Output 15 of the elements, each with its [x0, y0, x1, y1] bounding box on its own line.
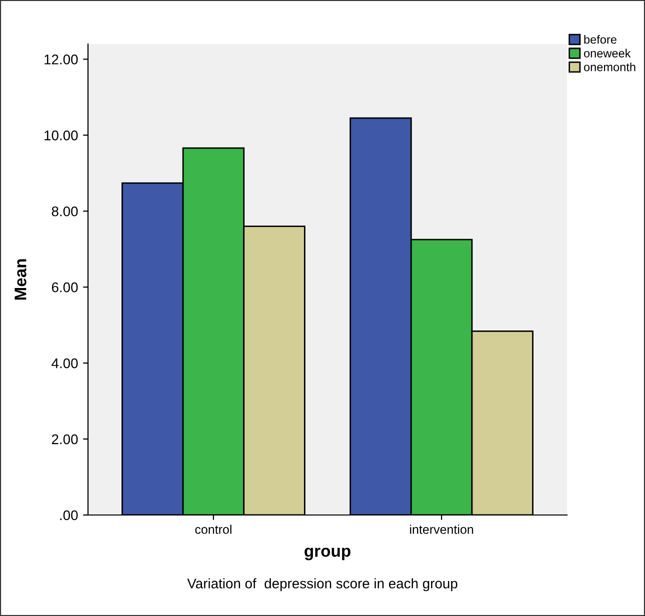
y-axis-title: Mean — [14, 259, 26, 300]
y-tick-label: 4.00 — [52, 358, 78, 368]
legend-label: oneweek — [584, 48, 631, 58]
y-tick-label: 6.00 — [52, 282, 78, 292]
y-tick-label: 10.00 — [44, 130, 78, 140]
x-tick-label: control — [195, 524, 232, 534]
y-tick-label: 8.00 — [52, 206, 78, 216]
legend-label: before — [584, 35, 616, 44]
x-axis-title: group — [304, 548, 350, 560]
y-tick-label: 2.00 — [52, 434, 78, 444]
text: Variation of depression score in each group — [187, 578, 458, 592]
x-tick-label: intervention — [410, 524, 474, 534]
y-tick-label: .00 — [60, 510, 78, 520]
y-tick-label: 12.00 — [44, 54, 78, 64]
legend-label: onemonth — [584, 62, 636, 72]
